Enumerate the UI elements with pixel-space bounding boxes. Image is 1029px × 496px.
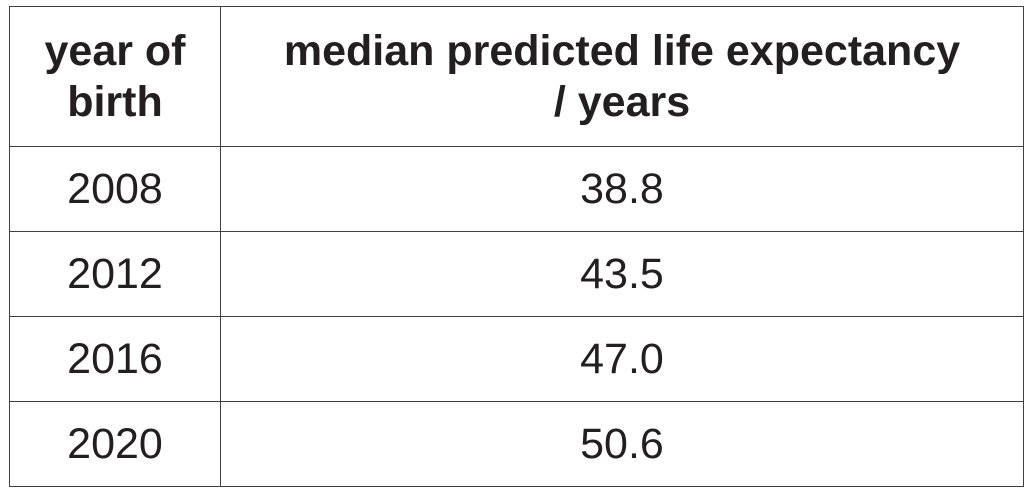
life-expectancy-cell: 50.6 bbox=[220, 401, 1024, 487]
life-header-line2: / years bbox=[553, 77, 691, 126]
table-row: 2020 50.6 bbox=[9, 401, 1024, 487]
year-cell: 2012 bbox=[9, 231, 221, 317]
life-header-line1: median predicted life expectancy bbox=[283, 26, 961, 75]
year-of-birth-header: year of birth bbox=[9, 6, 221, 147]
year-header-line1: year of bbox=[44, 26, 186, 75]
year-header-line2: birth bbox=[67, 77, 163, 126]
year-cell: 2020 bbox=[9, 401, 221, 487]
life-expectancy-cell: 38.8 bbox=[220, 146, 1024, 232]
table-header-row: year of birth median predicted life expe… bbox=[9, 6, 1024, 147]
table-row: 2008 38.8 bbox=[9, 146, 1024, 232]
life-expectancy-cell: 43.5 bbox=[220, 231, 1024, 317]
year-cell: 2016 bbox=[9, 316, 221, 402]
life-expectancy-header: median predicted life expectancy / years bbox=[220, 6, 1024, 147]
life-expectancy-cell: 47.0 bbox=[220, 316, 1024, 402]
life-expectancy-table: year of birth median predicted life expe… bbox=[9, 6, 1024, 487]
table-row: 2012 43.5 bbox=[9, 231, 1024, 317]
table-row: 2016 47.0 bbox=[9, 316, 1024, 402]
year-cell: 2008 bbox=[9, 146, 221, 232]
